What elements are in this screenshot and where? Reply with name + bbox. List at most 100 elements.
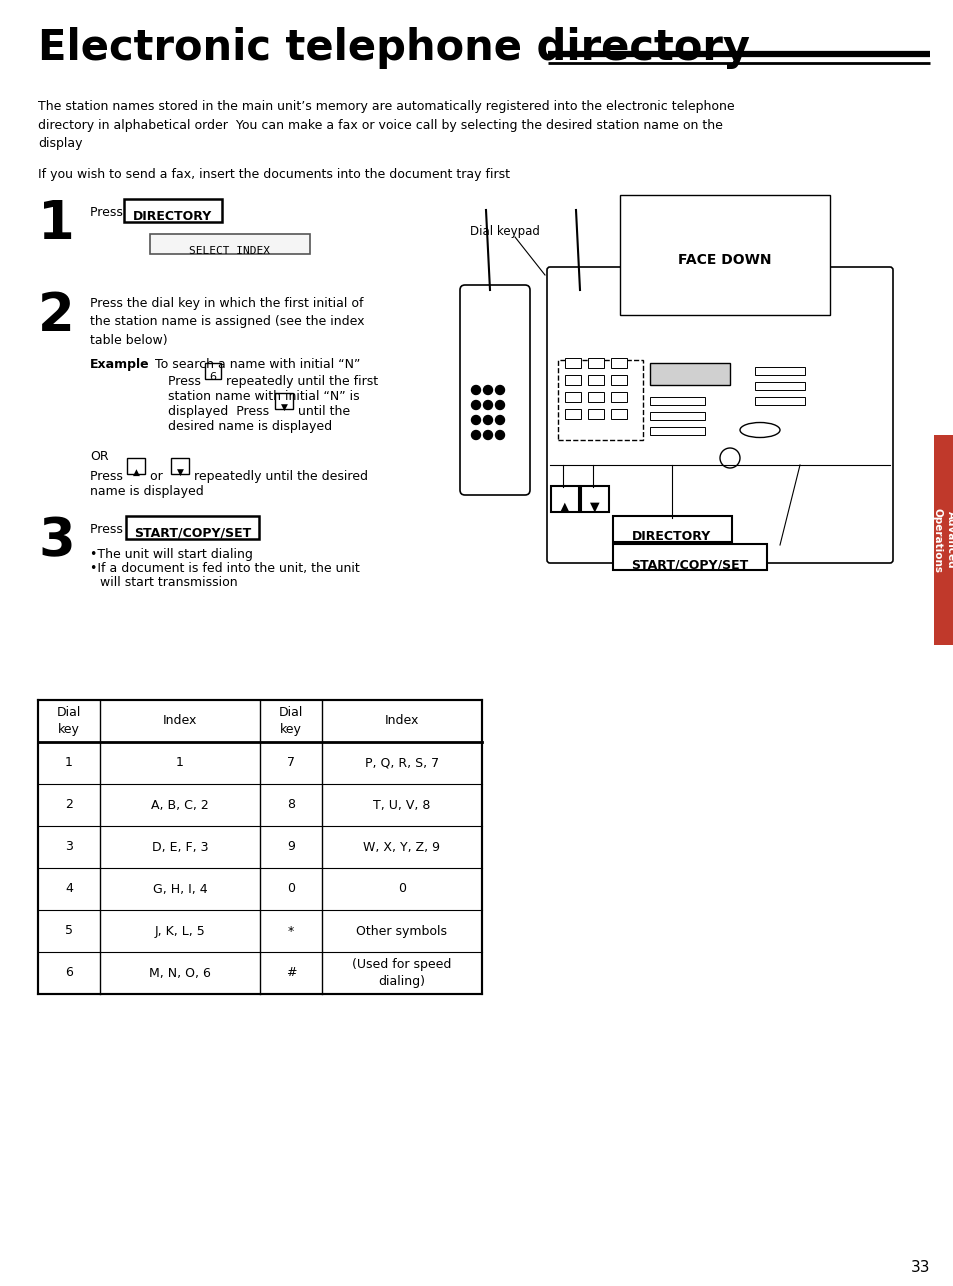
Text: G, H, I, 4: G, H, I, 4 (152, 882, 207, 895)
Circle shape (483, 431, 492, 440)
Text: station name with initial “N” is: station name with initial “N” is (168, 390, 359, 403)
Text: will start transmission: will start transmission (100, 576, 237, 589)
Text: 8: 8 (287, 799, 294, 811)
FancyBboxPatch shape (613, 544, 766, 570)
Circle shape (495, 431, 504, 440)
Text: until the: until the (294, 405, 350, 418)
Text: Dial
key: Dial key (57, 706, 81, 736)
Text: A, B, C, 2: A, B, C, 2 (151, 799, 209, 811)
FancyBboxPatch shape (127, 458, 145, 475)
Text: Example: Example (90, 358, 150, 370)
FancyBboxPatch shape (546, 267, 892, 563)
Text: or: or (146, 469, 167, 484)
Text: repeatedly until the first: repeatedly until the first (222, 376, 377, 388)
Text: 0: 0 (397, 882, 406, 895)
Text: W, X, Y, Z, 9: W, X, Y, Z, 9 (363, 841, 440, 854)
Bar (587, 376, 603, 385)
Bar (649, 427, 704, 435)
Text: *: * (288, 925, 294, 937)
Text: ▲: ▲ (132, 468, 139, 477)
Text: ▲: ▲ (559, 500, 569, 513)
Text: START/COPY/SET: START/COPY/SET (631, 558, 748, 571)
FancyBboxPatch shape (205, 363, 221, 379)
Text: repeatedly until the desired: repeatedly until the desired (190, 469, 368, 484)
Text: P, Q, R, S, 7: P, Q, R, S, 7 (365, 756, 438, 769)
Bar (754, 382, 804, 390)
Bar (754, 367, 804, 376)
Text: Press: Press (90, 523, 127, 536)
Text: OR: OR (90, 450, 109, 463)
Circle shape (471, 415, 480, 424)
Bar (610, 392, 626, 403)
FancyBboxPatch shape (127, 516, 259, 539)
Text: 1: 1 (38, 198, 74, 249)
FancyBboxPatch shape (613, 516, 731, 541)
Text: Advanced
Operations: Advanced Operations (931, 508, 953, 572)
Text: ▼: ▼ (176, 468, 183, 477)
Text: 2: 2 (65, 799, 72, 811)
FancyBboxPatch shape (274, 394, 293, 409)
Text: 3: 3 (65, 841, 72, 854)
Text: FACE DOWN: FACE DOWN (678, 253, 771, 267)
Text: •If a document is fed into the unit, the unit: •If a document is fed into the unit, the… (90, 562, 359, 575)
Text: Dial keypad: Dial keypad (470, 225, 539, 238)
Text: Press the dial key in which the first initial of
the station name is assigned (s: Press the dial key in which the first in… (90, 297, 364, 347)
Text: DIRECTORY: DIRECTORY (632, 530, 711, 543)
Bar (587, 358, 603, 368)
Text: 1: 1 (65, 756, 72, 769)
Circle shape (483, 386, 492, 395)
Circle shape (471, 431, 480, 440)
Text: ▼: ▼ (280, 403, 287, 412)
Ellipse shape (740, 423, 780, 437)
Text: 7: 7 (287, 756, 294, 769)
Text: T, U, V, 8: T, U, V, 8 (373, 799, 430, 811)
Text: To search a name with initial “N”: To search a name with initial “N” (154, 358, 360, 370)
Text: J, K, L, 5: J, K, L, 5 (154, 925, 205, 937)
Text: M, N, O, 6: M, N, O, 6 (149, 967, 211, 980)
Text: #: # (286, 967, 296, 980)
Text: •The unit will start dialing: •The unit will start dialing (90, 548, 253, 561)
Bar (610, 409, 626, 419)
FancyBboxPatch shape (551, 486, 578, 512)
Text: 6: 6 (65, 967, 72, 980)
Text: Press: Press (168, 376, 205, 388)
Text: 2: 2 (38, 291, 74, 342)
Circle shape (720, 448, 740, 468)
FancyBboxPatch shape (171, 458, 189, 475)
Bar (38, 700, 481, 994)
Text: 6: 6 (210, 372, 216, 382)
Text: SELECT INDEX: SELECT INDEX (190, 246, 271, 256)
Circle shape (495, 415, 504, 424)
Circle shape (483, 415, 492, 424)
Bar (933, 435, 953, 646)
Text: 4: 4 (65, 882, 72, 895)
Bar (564, 376, 580, 385)
Text: DIRECTORY: DIRECTORY (133, 210, 213, 222)
Text: Index: Index (384, 715, 418, 728)
Bar (649, 397, 704, 405)
Text: D, E, F, 3: D, E, F, 3 (152, 841, 208, 854)
Circle shape (483, 400, 492, 409)
Bar (150, 234, 310, 255)
Text: Index: Index (163, 715, 197, 728)
Bar (558, 360, 642, 440)
Circle shape (471, 400, 480, 409)
Circle shape (495, 400, 504, 409)
Text: Other symbols: Other symbols (356, 925, 447, 937)
Bar (587, 392, 603, 403)
FancyBboxPatch shape (459, 285, 530, 495)
Circle shape (495, 386, 504, 395)
FancyBboxPatch shape (580, 486, 608, 512)
Bar (649, 363, 729, 385)
Text: Electronic telephone directory: Electronic telephone directory (38, 27, 749, 69)
Text: desired name is displayed: desired name is displayed (168, 421, 332, 433)
Text: 33: 33 (909, 1260, 929, 1274)
Bar (564, 409, 580, 419)
Text: 0: 0 (287, 882, 294, 895)
Text: name is displayed: name is displayed (90, 485, 204, 498)
Text: 5: 5 (65, 925, 73, 937)
Text: (Used for speed
dialing): (Used for speed dialing) (352, 958, 451, 988)
Circle shape (471, 386, 480, 395)
Text: 1: 1 (176, 756, 184, 769)
Bar (610, 358, 626, 368)
